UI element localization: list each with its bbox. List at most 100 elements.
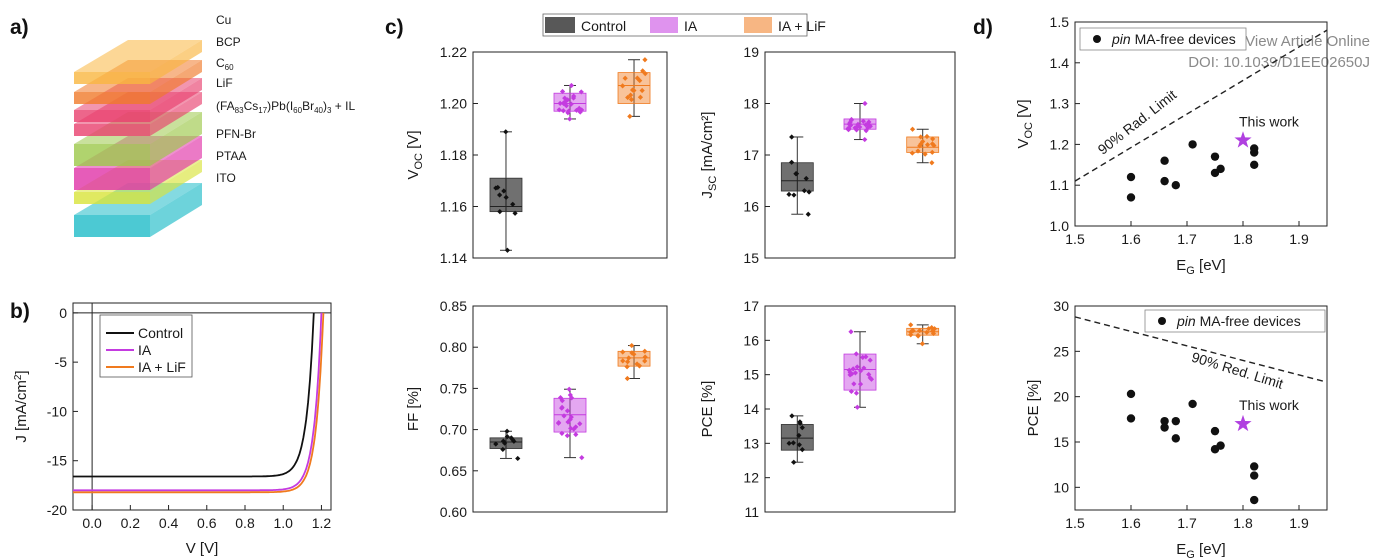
stack-layer-side bbox=[150, 60, 202, 104]
box-data-point bbox=[862, 100, 868, 107]
y-tick-label: 11 bbox=[744, 504, 759, 520]
box-data-point bbox=[863, 122, 869, 128]
box-data-point bbox=[931, 326, 938, 332]
stack-layer-side bbox=[150, 40, 202, 84]
box-data-point bbox=[847, 119, 853, 126]
stack-layer-front bbox=[74, 124, 150, 136]
y-tick-label: 17 bbox=[743, 147, 759, 163]
stack-layer-side bbox=[150, 92, 202, 136]
y-axis-label: J [mA/cm2] bbox=[13, 370, 30, 442]
box-data-point bbox=[624, 375, 630, 382]
box-data-point bbox=[855, 121, 861, 127]
y-tick-label: 1.2 bbox=[1050, 136, 1070, 152]
box-data-point bbox=[909, 150, 915, 156]
stack-layer-side bbox=[150, 112, 202, 166]
stack-layer-front bbox=[74, 192, 150, 204]
legend-label: IA bbox=[684, 18, 698, 34]
box-data-point bbox=[915, 333, 921, 339]
scatter-point bbox=[1250, 462, 1259, 471]
stack-label: PFN-Br bbox=[216, 127, 256, 141]
y-tick-label: 1.18 bbox=[440, 147, 467, 163]
box-data-point bbox=[557, 395, 564, 401]
box-body bbox=[780, 162, 814, 192]
radiative-limit-line bbox=[1074, 29, 1328, 182]
box-data-point bbox=[851, 381, 857, 387]
box-data-point bbox=[786, 440, 792, 446]
legend-label: Control bbox=[581, 18, 626, 34]
box-data-point bbox=[556, 420, 562, 426]
y-tick-label: 14 bbox=[743, 401, 759, 417]
box-data-point bbox=[508, 435, 514, 441]
box-data-point bbox=[500, 438, 506, 444]
box-data-point bbox=[796, 432, 802, 439]
x-tick-label: 1.0 bbox=[273, 515, 293, 531]
box-body bbox=[780, 424, 814, 451]
x-tick-label: 1.8 bbox=[1233, 231, 1253, 247]
box-data-point bbox=[924, 142, 931, 148]
box-data-point bbox=[805, 211, 811, 217]
box-data-point bbox=[503, 129, 509, 135]
y-axis-label: FF [%] bbox=[405, 387, 422, 431]
box-data-point bbox=[863, 354, 869, 360]
x-tick-label: 1.7 bbox=[1177, 231, 1197, 247]
box-data-point bbox=[634, 361, 640, 367]
box-data-point bbox=[860, 354, 866, 360]
box-data-point bbox=[929, 141, 936, 147]
box-data-point bbox=[497, 209, 503, 215]
scatter-point bbox=[1188, 140, 1197, 149]
box-data-point bbox=[854, 404, 860, 410]
box-data-point bbox=[924, 133, 930, 140]
y-tick-label: 0 bbox=[59, 305, 67, 321]
box-data-point bbox=[631, 351, 637, 357]
box-data-point bbox=[799, 447, 805, 453]
scatter-point bbox=[1126, 193, 1136, 202]
box-data-point bbox=[848, 329, 854, 335]
scatter-point bbox=[1160, 156, 1169, 165]
box-data-point bbox=[559, 430, 565, 437]
box-data-point bbox=[564, 408, 571, 414]
box-data-point bbox=[559, 88, 566, 95]
box-data-point bbox=[627, 113, 633, 119]
box-data-point bbox=[924, 329, 930, 335]
box-data-point bbox=[640, 68, 646, 74]
y-tick-label: 0.70 bbox=[440, 422, 467, 438]
scatter-point bbox=[1250, 160, 1259, 169]
box-data-point bbox=[495, 184, 501, 191]
legend-marker bbox=[1093, 35, 1101, 43]
jv-curve-1 bbox=[73, 312, 323, 492]
y-tick-label: 10 bbox=[1053, 479, 1069, 495]
box-data-point bbox=[908, 332, 914, 338]
box-data-point bbox=[867, 375, 873, 381]
stack-layer-front bbox=[74, 168, 150, 190]
box-data-point bbox=[512, 210, 518, 216]
box-data-point bbox=[848, 388, 854, 395]
y-tick-label: 1.5 bbox=[1050, 14, 1070, 30]
box-data-point bbox=[642, 354, 648, 360]
x-tick-label: 1.7 bbox=[1177, 515, 1197, 531]
y-axis-label: PCE [%] bbox=[1025, 380, 1042, 437]
y-tick-label: 19 bbox=[743, 44, 759, 60]
box-data-point bbox=[642, 358, 648, 364]
box-data-point bbox=[504, 247, 511, 253]
box-data-point bbox=[930, 328, 936, 334]
box-data-point bbox=[620, 358, 626, 364]
y-tick-label: -15 bbox=[47, 453, 67, 469]
y-tick-label: 1.4 bbox=[1050, 55, 1070, 71]
panel-label-c: c) bbox=[385, 16, 404, 39]
y-tick-label: 1.20 bbox=[440, 96, 467, 112]
scatter-point bbox=[1160, 176, 1169, 186]
plot-frame bbox=[472, 305, 668, 513]
box-data-point bbox=[624, 359, 631, 365]
legend-label: pin MA-free devices bbox=[1176, 313, 1301, 329]
box-data-point bbox=[556, 107, 562, 113]
y-tick-label: 1.0 bbox=[1050, 218, 1070, 234]
box-data-point bbox=[629, 342, 635, 349]
watermark-line2[interactable]: DOI: 10.1039/D1EE02650J bbox=[1188, 54, 1370, 71]
scatter-point bbox=[1126, 414, 1136, 423]
box-data-point bbox=[568, 425, 574, 431]
box-data-point bbox=[620, 349, 626, 355]
y-tick-label: 16 bbox=[743, 199, 759, 215]
legend-label: IA + LiF bbox=[138, 359, 186, 375]
x-tick-label: 0.6 bbox=[197, 515, 217, 531]
box-data-point bbox=[568, 82, 575, 89]
